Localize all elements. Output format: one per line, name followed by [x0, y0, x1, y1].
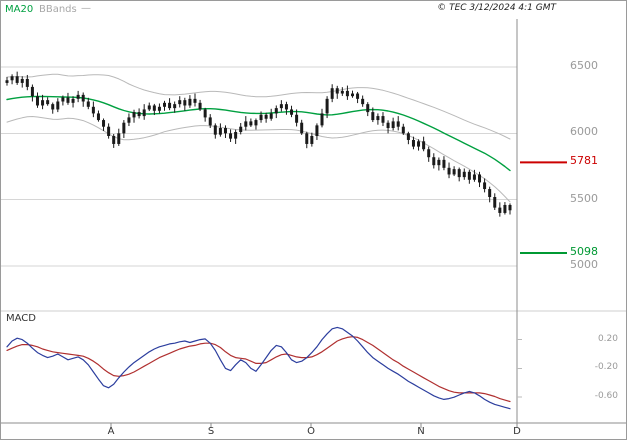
copyright-timestamp: © TEC 3/12/2024 4:1 GMT — [437, 3, 556, 13]
month-label-oct: O — [307, 426, 315, 437]
macd-tick-neg020: -0.20 — [594, 362, 618, 373]
price-tick-6000: 6000 — [570, 125, 598, 139]
price-tick-6500: 6500 — [570, 59, 598, 72]
resistance-level-label: 5781 — [570, 154, 598, 168]
month-label-sep: S — [207, 426, 215, 437]
price-tick-5000: 5000 — [570, 258, 598, 271]
macd-panel-title: MACD — [6, 313, 36, 324]
legend-line-sample-icon: — — [81, 3, 91, 14]
support-level-label: 5098 — [570, 244, 598, 258]
macd-tick-pos020: 0.20 — [597, 333, 618, 344]
month-label-nov: N — [417, 426, 425, 437]
legend-bbands-label: BBands — [39, 4, 77, 15]
legend-ma20-label: MA20 — [5, 4, 34, 15]
month-label-aug: A — [107, 426, 115, 437]
price-tick-5500: 5500 — [570, 191, 598, 205]
macd-tick-neg060: -0.60 — [594, 391, 618, 402]
month-label-dec: D — [513, 426, 521, 437]
